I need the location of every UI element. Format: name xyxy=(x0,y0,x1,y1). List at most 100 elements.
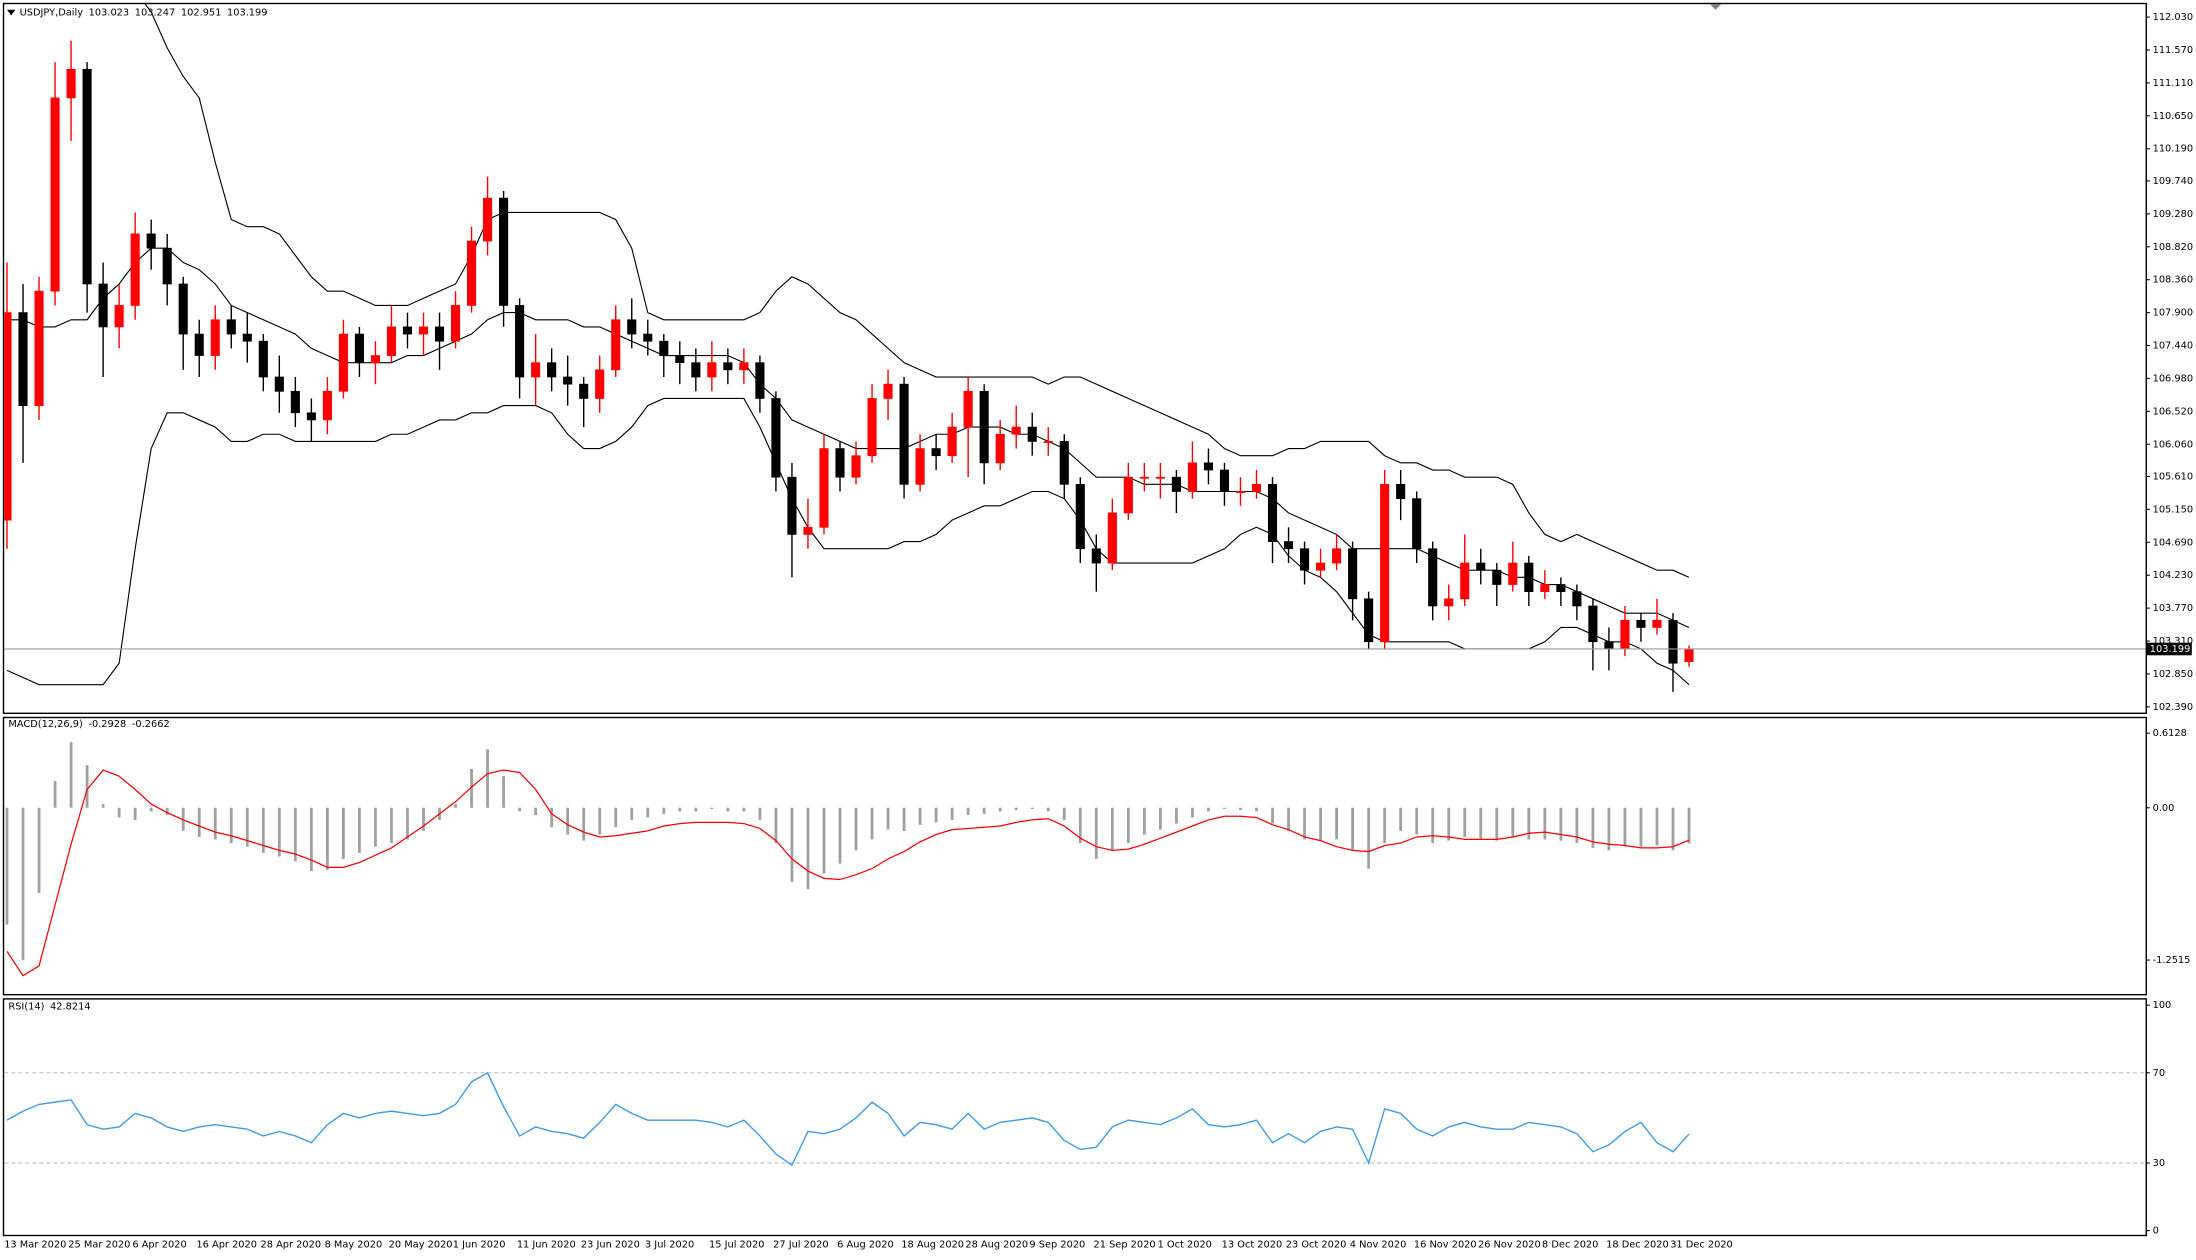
macd-bar xyxy=(1223,807,1226,809)
x-tick-label: 25 Mar 2020 xyxy=(68,1240,130,1251)
candle-body xyxy=(851,455,861,478)
last-price-box xyxy=(2146,642,2192,656)
y-tick-label: 105.150 xyxy=(2153,504,2194,515)
macd-bar xyxy=(950,807,954,820)
header-text: MACD(12,26,9) xyxy=(8,719,82,730)
candle-body xyxy=(723,362,733,371)
candle-body xyxy=(82,68,92,285)
rsi-plot xyxy=(4,1071,2146,1167)
candle-body xyxy=(739,362,749,371)
candle-body xyxy=(995,433,1005,464)
x-tick-label: 31 Dec 2020 xyxy=(1670,1240,1733,1251)
macd-bar xyxy=(1046,807,1050,812)
macd-bar xyxy=(694,807,698,812)
macd-bar xyxy=(1495,807,1499,841)
macd-bar xyxy=(982,807,986,814)
macd-bar xyxy=(197,807,201,837)
candle-body xyxy=(402,326,413,335)
candle-body xyxy=(370,355,380,364)
candle-body xyxy=(1316,562,1326,571)
macd-bar xyxy=(518,807,522,812)
candle-body xyxy=(338,333,348,392)
band-middle xyxy=(7,247,1690,628)
macd-bar xyxy=(678,807,682,812)
macd-bar xyxy=(213,807,217,840)
candle-body xyxy=(915,448,925,485)
candle-body xyxy=(611,319,621,371)
macd-bar xyxy=(1399,807,1403,831)
macd-panel xyxy=(2,716,2147,996)
macd-plot xyxy=(5,742,1691,977)
macd-bar xyxy=(1431,807,1435,844)
candle-body xyxy=(1332,548,1342,564)
candle-body xyxy=(819,448,829,528)
candle-body xyxy=(867,398,877,457)
macd-bar xyxy=(838,807,842,864)
candle-body xyxy=(1348,548,1358,600)
macd-bar xyxy=(790,807,794,882)
macd-bar xyxy=(822,807,826,874)
y-tick-label: 30 xyxy=(2153,1158,2165,1169)
candle-body xyxy=(1300,548,1310,571)
candle-body xyxy=(1267,483,1278,542)
candle-body xyxy=(707,362,717,378)
macd-bar xyxy=(1126,807,1130,844)
x-tick-label: 16 Nov 2020 xyxy=(1414,1240,1477,1251)
candle-body xyxy=(1540,584,1550,593)
y-tick-label: 102.390 xyxy=(2153,702,2194,713)
candle-body xyxy=(1444,598,1454,607)
candle-body xyxy=(1075,483,1085,550)
candle-body xyxy=(18,312,28,406)
macd-bar xyxy=(1559,807,1563,841)
candle-body xyxy=(1219,469,1230,492)
header-text: -0.2928 xyxy=(88,719,126,730)
candle-body xyxy=(210,319,220,356)
x-tick-label: 27 Jul 2020 xyxy=(773,1240,828,1251)
macd-bar xyxy=(1158,807,1162,830)
menu-arrow[interactable] xyxy=(7,9,16,16)
header-text: 102.951 xyxy=(181,8,222,19)
macd-bar xyxy=(1239,807,1242,811)
candle-body xyxy=(162,247,172,285)
macd-bar xyxy=(1335,807,1338,840)
y-tick-label: 108.820 xyxy=(2153,242,2194,253)
shift-marker[interactable] xyxy=(1710,4,1722,10)
candle-body xyxy=(178,283,188,335)
macd-bar xyxy=(1014,807,1018,811)
candle-body xyxy=(1636,619,1646,628)
candle-body xyxy=(1107,512,1117,564)
macd-bar xyxy=(774,807,778,844)
macd-bar xyxy=(566,807,570,835)
macd-bar xyxy=(1319,807,1322,841)
x-tick-label: 13 Oct 2020 xyxy=(1222,1240,1283,1251)
candle-body xyxy=(1428,548,1438,607)
macd-bar xyxy=(1062,807,1066,820)
y-tick-label: 108.360 xyxy=(2153,275,2194,286)
macd-bar xyxy=(534,807,538,816)
x-tick-label: 16 Apr 2020 xyxy=(196,1240,257,1251)
candle-body xyxy=(1588,605,1598,643)
macd-bar xyxy=(710,807,714,809)
macd-bar xyxy=(293,807,297,862)
candle-body xyxy=(1476,562,1486,571)
x-tick-label: 28 Apr 2020 xyxy=(261,1240,322,1251)
candle-body xyxy=(691,362,701,378)
macd-bar xyxy=(53,780,57,808)
candle-body xyxy=(547,362,557,378)
x-tick-label: 9 Sep 2020 xyxy=(1029,1240,1085,1251)
macd-bar xyxy=(726,807,730,812)
candle-body xyxy=(354,333,364,364)
y-tick-label: 107.440 xyxy=(2153,341,2194,352)
macd-bar xyxy=(902,807,906,831)
y-tick-label: 0 xyxy=(2153,1226,2159,1237)
candle-body xyxy=(1123,476,1133,514)
y-tick-label: 111.570 xyxy=(2153,45,2194,56)
x-tick-label: 13 Mar 2020 xyxy=(4,1240,66,1251)
macd-bar xyxy=(1415,807,1419,835)
rsi-line xyxy=(6,1071,1690,1167)
candle-body xyxy=(258,340,268,378)
y-tick-label: 107.900 xyxy=(2153,308,2194,319)
macd-bar xyxy=(1463,807,1467,837)
macd-bar xyxy=(1207,807,1210,812)
